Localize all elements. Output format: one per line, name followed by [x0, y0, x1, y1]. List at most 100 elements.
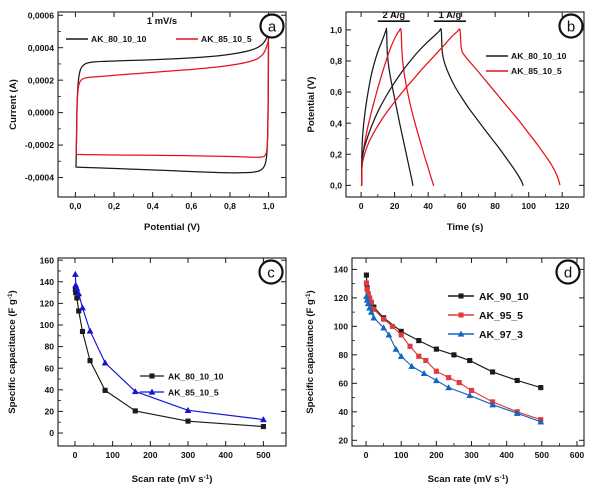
data-point — [433, 368, 439, 374]
data-point — [416, 353, 422, 359]
x-tick-label: 0,0 — [69, 201, 81, 211]
data-point — [397, 352, 405, 359]
data-point — [101, 359, 109, 366]
cv-curve-1 — [75, 38, 270, 158]
x-tick-label: 500 — [535, 450, 550, 460]
y-tick-label: 140 — [40, 277, 55, 287]
panel-d-ylabel: Specific capacitance (F g-1) — [305, 290, 316, 413]
data-point — [513, 409, 521, 416]
panel-a-cv-plot: 0,0 0,2 0,4 0,6 0,8 1,0 0,0006 0,0004 0,0002 0,00… — [0, 0, 300, 248]
y-tick-label: 0,0002 — [28, 75, 55, 85]
data-point — [381, 316, 387, 322]
data-point — [433, 346, 439, 352]
x-tick-label: 40 — [423, 201, 433, 211]
x-tick-label: 120 — [555, 201, 570, 211]
y-tick-label: -0,0002 — [25, 140, 54, 150]
data-point — [538, 385, 544, 391]
legend-label-1: AK_85_10_5 — [511, 66, 562, 76]
data-point — [86, 327, 94, 334]
series-line-1 — [365, 282, 542, 421]
panel-b-annotation-1: 1 A/g — [439, 9, 462, 20]
y-tick-label: 120 — [334, 293, 349, 303]
panel-c-tag-text: c — [267, 264, 275, 281]
panel-a-tag-circle — [259, 13, 285, 39]
x-tick-label: 1,0 — [263, 201, 275, 211]
legend-marker-1 — [148, 388, 156, 395]
legend-label-0: AK_90_10 — [479, 292, 529, 303]
legend-label-1: AK_85_10_5 — [201, 34, 252, 44]
data-point — [446, 375, 452, 381]
panel-b-tag-circle — [558, 13, 584, 39]
data-point — [79, 328, 86, 335]
panel-d-tag-text: d — [564, 264, 572, 281]
data-point — [408, 362, 416, 369]
data-point — [87, 358, 93, 364]
data-point — [185, 418, 191, 424]
panel-c-ylabel: Specific capacitance (F g-1) — [7, 290, 18, 413]
panel-b-tag-text: b — [567, 18, 575, 35]
data-point — [489, 401, 497, 408]
gcd-curve-2 — [360, 28, 524, 186]
data-point — [260, 424, 266, 430]
gcd-curve-1 — [360, 28, 435, 186]
x-tick-label: 200 — [143, 450, 158, 460]
data-point — [537, 418, 545, 425]
legend-label-1: AK_85_10_5 — [168, 387, 219, 397]
y-tick-label: 80 — [44, 342, 54, 352]
y-tick-label: 60 — [44, 363, 54, 373]
y-tick-label: 1,0 — [330, 25, 342, 35]
x-tick-label: 600 — [570, 450, 585, 460]
y-tick-label: -0,0004 — [25, 173, 54, 183]
plot-frame — [351, 257, 585, 447]
x-tick-label: 100 — [394, 450, 409, 460]
panel-b-gcd-plot: 0 20 40 60 80 100 120 0,0 0,2 0,4 0,6 0,8 1,0 2 A/g 1 … — [300, 0, 600, 248]
data-point — [79, 304, 86, 311]
data-point — [71, 270, 79, 277]
data-point — [366, 304, 374, 311]
legend-label-0: AK_80_10_10 — [168, 371, 224, 381]
x-tick-label: 200 — [429, 450, 444, 460]
data-point — [468, 387, 475, 394]
data-point — [131, 387, 139, 395]
x-tick-label: 0,8 — [224, 201, 236, 211]
y-tick-label: 140 — [334, 264, 349, 274]
y-tick-label: 20 — [338, 435, 348, 445]
y-tick-label: 0,0004 — [28, 43, 55, 53]
y-tick-label: 0,0006 — [28, 10, 55, 20]
data-point — [466, 391, 474, 399]
legend-label-0: AK_80_10_10 — [511, 51, 567, 61]
panel-a-svg: 0,0 0,2 0,4 0,6 0,8 1,0 0,0006 0,0004 0,0002 0,00… — [8, 10, 287, 233]
x-tick-label: 0 — [359, 201, 364, 211]
data-point — [74, 295, 80, 301]
x-tick-label: 400 — [499, 450, 514, 460]
y-tick-label: 0,6 — [330, 87, 342, 97]
y-tick-label: 0,0000 — [28, 108, 55, 118]
legend-marker-0 — [458, 293, 464, 299]
x-tick-label: 400 — [219, 450, 234, 460]
x-tick-label: 100 — [522, 201, 537, 211]
panel-a-annotation: 1 mV/s — [147, 15, 177, 26]
data-point — [132, 408, 138, 414]
panel-c-capacitance-plot: 0 100 200 300 400 500 0 20 40 60 80 100 120 140 160 AK_… — [0, 248, 300, 497]
y-tick-label: 0,8 — [330, 56, 342, 66]
data-point — [363, 272, 369, 278]
data-point — [432, 376, 440, 384]
panel-b-annotation-0: 2 A/g — [382, 9, 405, 20]
data-point — [76, 308, 82, 314]
data-point — [416, 338, 422, 344]
cv-curve-0 — [75, 30, 270, 174]
y-tick-label: 100 — [334, 321, 349, 331]
data-point — [389, 323, 395, 329]
y-tick-label: 40 — [338, 407, 348, 417]
panel-d-tag-circle — [555, 259, 581, 285]
y-tick-label: 20 — [44, 407, 54, 417]
y-tick-label: 0 — [49, 428, 54, 438]
y-tick-label: 0,0 — [330, 180, 342, 190]
data-point — [467, 357, 473, 364]
plot-frame — [345, 11, 585, 198]
x-tick-label: 0 — [73, 450, 78, 460]
legend-marker-0 — [149, 373, 155, 379]
legend-marker-2 — [457, 330, 465, 337]
panel-d-capacitance-plot: 0 100 200 300 400 500 600 20 40 60 80 100 120 140 AK_9… — [300, 248, 600, 497]
